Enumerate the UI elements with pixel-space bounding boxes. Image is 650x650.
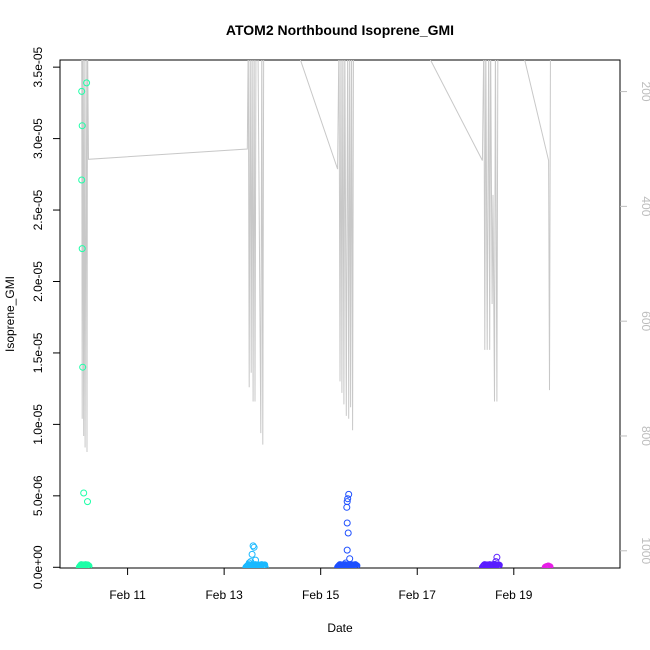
data-point: [78, 245, 86, 253]
data-point: [344, 529, 352, 537]
x-axis: Feb 11 Feb 13 Feb 15 Feb 17 Feb 19: [109, 568, 533, 602]
y-tick-label: 1.0e-05: [31, 404, 45, 445]
x-axis-label: Date: [327, 621, 353, 635]
y-tick-label: 2.0e-05: [31, 261, 45, 302]
data-point: [249, 542, 257, 550]
y2-tick-label: 1000: [639, 537, 650, 564]
y-axis-label: Isoprene_GMI: [3, 276, 17, 352]
y2-axis: 200 400 600 800 1000: [620, 82, 650, 564]
x-tick-label: Feb 11: [109, 588, 146, 602]
x-tick-label: Feb 15: [302, 588, 340, 602]
y2-tick-label: 400: [639, 196, 650, 216]
data-point: [245, 559, 253, 567]
y-tick-label: 5.0e-06: [31, 475, 45, 516]
data-point: [78, 87, 86, 95]
data-point: [343, 503, 351, 511]
data-point: [80, 489, 88, 497]
data-point: [248, 550, 256, 558]
data-point: [342, 559, 350, 567]
data-point: [546, 563, 554, 568]
y-tick-label: 2.5e-05: [31, 189, 45, 230]
y-tick-label: 0.0e+00: [31, 545, 45, 589]
data-point: [83, 79, 91, 87]
data-point: [85, 562, 93, 568]
data-point: [261, 563, 269, 568]
data-point: [84, 498, 91, 506]
data-point: [79, 363, 87, 371]
scatter-points: [75, 79, 554, 568]
data-point: [491, 560, 498, 568]
data-point: [78, 176, 86, 184]
x-tick-label: Feb 17: [399, 588, 437, 602]
data-point: [343, 519, 351, 527]
data-point: [252, 556, 259, 564]
x-tick-label: Feb 13: [205, 588, 243, 602]
pressure-series: [81, 60, 551, 453]
data-point: [247, 558, 255, 566]
y-tick-label: 3.5e-05: [31, 46, 45, 87]
data-point: [250, 543, 258, 551]
y2-tick-label: 600: [639, 311, 650, 331]
chart-title: ATOM2 Northbound Isoprene_GMI: [226, 22, 454, 38]
data-point: [343, 546, 351, 554]
data-point: [346, 555, 354, 563]
data-point: [78, 122, 86, 130]
pressure-line: [81, 60, 551, 453]
y2-tick-label: 200: [639, 82, 650, 102]
y-axis: 0.0e+00 5.0e-06 1.0e-05 1.5e-05 2.0e-05 2.5e-…: [31, 46, 60, 589]
y2-tick-label: 800: [639, 426, 650, 446]
data-point: [353, 562, 361, 568]
x-tick-label: Feb 19: [495, 588, 533, 602]
data-point: [345, 490, 353, 498]
data-point: [344, 495, 352, 503]
y-tick-label: 1.5e-05: [31, 332, 45, 373]
data-point: [493, 553, 501, 561]
y-tick-label: 3.0e-05: [31, 118, 45, 159]
